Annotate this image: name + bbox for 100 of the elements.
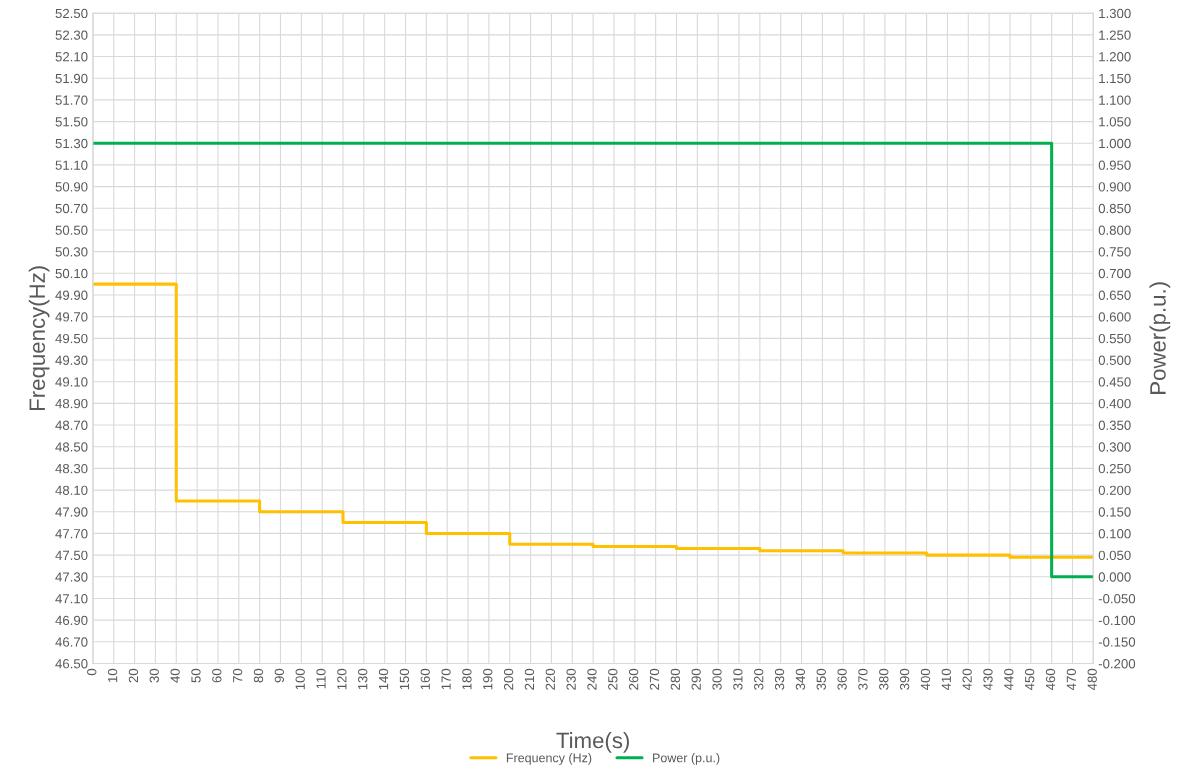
- x-tick-label: 450: [1025, 668, 1035, 691]
- y-tick-label: 50.90: [55, 182, 88, 192]
- y2-tick-label: 0.700: [1098, 268, 1131, 279]
- y2-tick-label: 1.250: [1099, 30, 1131, 40]
- y-tick-label: 48.50: [55, 442, 88, 452]
- x-tick-label: 390: [899, 668, 910, 690]
- y2-tick-label: 0.950: [1098, 160, 1131, 170]
- x-tick-label: 440: [1004, 668, 1014, 691]
- x-tick-label: 100: [295, 668, 305, 690]
- x-tick-label: 40: [170, 668, 180, 683]
- y-tick-label: 47.30: [55, 572, 88, 582]
- x-tick-label: 300: [712, 668, 722, 690]
- y-tick-label: 52.10: [55, 52, 88, 62]
- x-tick-label: 370: [858, 668, 868, 690]
- y2-tick-label: 0.650: [1098, 290, 1131, 300]
- y-tick-label: 51.10: [55, 160, 88, 170]
- x-tick-label: 30: [149, 668, 159, 683]
- y-tick-label: 51.30: [55, 138, 88, 149]
- x-tick-label: 280: [670, 668, 681, 690]
- y2-tick-label: 1.000: [1099, 138, 1131, 149]
- y2-tick-label: 0.450: [1098, 377, 1131, 387]
- y2-tick-label: 0.850: [1098, 203, 1131, 214]
- y2-axis-title: Power(p.u.): [1149, 282, 1171, 394]
- x-tick-label: 10: [107, 668, 118, 683]
- y-tick-label: 50.50: [55, 225, 88, 235]
- y2-tick-label: 0.550: [1098, 333, 1131, 344]
- x-tick-label: 310: [733, 668, 743, 690]
- y2-tick-label: 0.150: [1098, 507, 1131, 517]
- x-axis-title: Time(s): [556, 732, 629, 753]
- x-tick-label: 130: [358, 668, 368, 690]
- x-tick-label: 140: [378, 668, 389, 690]
- x-tick-label: 210: [524, 668, 535, 690]
- y-tick-label: 47.50: [55, 550, 88, 561]
- y-tick-label: 47.10: [55, 594, 88, 604]
- y-tick-label: 49.10: [55, 377, 88, 387]
- y-tick-label: 48.10: [55, 485, 88, 495]
- y2-tick-label: 0.000: [1098, 572, 1131, 582]
- y2-tick-label: 0.200: [1098, 485, 1131, 495]
- y2-tick-label: -0.050: [1098, 594, 1136, 604]
- legend-label: Power (p.u.): [653, 753, 720, 765]
- legend-label: Frequency (Hz): [506, 753, 592, 765]
- x-tick-label: 250: [608, 668, 618, 690]
- y2-tick-label: 0.800: [1098, 225, 1131, 235]
- x-tick-label: 50: [191, 668, 201, 683]
- x-tick-label: 260: [629, 668, 639, 690]
- y-tick-label: 46.70: [55, 637, 88, 647]
- y-tick-label: 50.30: [55, 247, 88, 257]
- x-tick-label: 80: [253, 668, 264, 683]
- y2-tick-label: 0.350: [1098, 420, 1131, 430]
- y2-tick-label: 0.100: [1098, 528, 1131, 539]
- y-tick-label: 47.70: [55, 528, 88, 539]
- x-tick-label: 330: [774, 668, 785, 690]
- x-tick-label: 0: [87, 668, 97, 676]
- y2-tick-label: -0.100: [1098, 615, 1136, 626]
- x-tick-label: 200: [503, 668, 514, 690]
- y2-tick-label: 0.600: [1098, 312, 1131, 322]
- x-tick-label: 120: [337, 668, 347, 690]
- y-tick-label: 46.50: [55, 659, 88, 669]
- x-tick-label: 150: [399, 668, 410, 690]
- y2-tick-label: 0.250: [1098, 463, 1131, 474]
- y2-tick-label: 1.100: [1099, 95, 1131, 105]
- x-tick-label: 460: [1045, 668, 1056, 691]
- y-tick-label: 49.50: [55, 333, 88, 344]
- y-tick-label: 52.30: [55, 30, 88, 40]
- y2-tick-label: 1.150: [1099, 73, 1131, 84]
- x-tick-label: 410: [941, 668, 951, 691]
- x-tick-label: 340: [795, 668, 806, 690]
- x-tick-label: 60: [212, 668, 222, 683]
- x-tick-label: 270: [649, 668, 660, 690]
- x-tick-label: 400: [920, 668, 931, 691]
- y2-tick-label: 1.300: [1099, 8, 1131, 19]
- y-tick-label: 52.50: [55, 8, 88, 19]
- y2-tick-label: 1.050: [1099, 117, 1131, 127]
- x-tick-label: 320: [754, 668, 764, 690]
- x-tick-label: 380: [879, 668, 889, 690]
- y-tick-label: 48.90: [55, 398, 88, 409]
- y2-tick-label: 0.300: [1098, 442, 1131, 452]
- y2-tick-label: 1.200: [1099, 52, 1131, 62]
- y-tick-label: 51.50: [55, 117, 88, 127]
- x-tick-label: 190: [483, 668, 493, 690]
- y2-tick-label: -0.150: [1098, 637, 1136, 647]
- y-tick-label: 48.70: [55, 420, 88, 430]
- x-tick-label: 180: [462, 668, 472, 690]
- y-axis-title: Frequency(Hz): [28, 266, 50, 410]
- x-tick-label: 350: [816, 668, 826, 690]
- y-tick-label: 51.70: [55, 95, 88, 105]
- x-tick-label: 230: [566, 668, 576, 690]
- y2-tick-label: 0.900: [1098, 182, 1131, 192]
- x-tick-label: 20: [128, 668, 139, 683]
- x-tick-label: 430: [983, 668, 993, 691]
- x-tick-label: 70: [232, 668, 243, 683]
- x-tick-label: 160: [420, 668, 430, 690]
- x-tick-label: 170: [441, 668, 451, 690]
- y2-tick-label: 0.500: [1098, 355, 1131, 365]
- y-tick-label: 48.30: [55, 463, 88, 474]
- y-tick-label: 49.70: [55, 312, 88, 322]
- y2-tick-label: 0.050: [1098, 550, 1131, 561]
- x-tick-label: 420: [962, 668, 972, 691]
- y-tick-label: 49.30: [55, 355, 88, 365]
- y-tick-label: 47.90: [55, 507, 88, 517]
